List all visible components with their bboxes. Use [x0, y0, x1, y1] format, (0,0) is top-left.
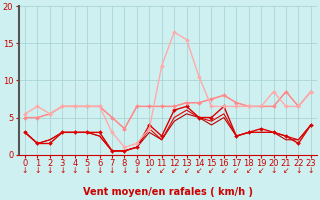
Text: ↓: ↓	[295, 166, 302, 175]
Text: ↓: ↓	[47, 166, 53, 175]
Text: ↓: ↓	[34, 166, 41, 175]
Text: ↙: ↙	[208, 166, 215, 175]
Text: ↙: ↙	[221, 166, 227, 175]
Text: ↙: ↙	[258, 166, 264, 175]
Text: ↓: ↓	[308, 166, 314, 175]
Text: ↓: ↓	[72, 166, 78, 175]
Text: ↙: ↙	[183, 166, 190, 175]
Text: ↙: ↙	[233, 166, 239, 175]
Text: ↓: ↓	[109, 166, 115, 175]
Text: ↙: ↙	[158, 166, 165, 175]
Text: ↓: ↓	[84, 166, 90, 175]
Text: ↓: ↓	[121, 166, 128, 175]
Text: ↓: ↓	[22, 166, 28, 175]
Text: ↙: ↙	[146, 166, 153, 175]
Text: ↙: ↙	[196, 166, 202, 175]
Text: ↓: ↓	[270, 166, 277, 175]
Text: ↙: ↙	[171, 166, 177, 175]
X-axis label: Vent moyen/en rafales ( km/h ): Vent moyen/en rafales ( km/h )	[83, 187, 253, 197]
Text: ↙: ↙	[283, 166, 289, 175]
Text: ↓: ↓	[96, 166, 103, 175]
Text: ↓: ↓	[59, 166, 66, 175]
Text: ↓: ↓	[134, 166, 140, 175]
Text: ↙: ↙	[245, 166, 252, 175]
